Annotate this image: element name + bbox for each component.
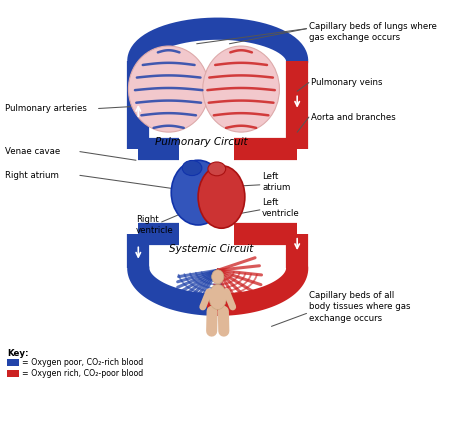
Ellipse shape [212, 270, 224, 284]
Text: Capillary beds of lungs where
gas exchange occurs: Capillary beds of lungs where gas exchan… [309, 22, 437, 42]
Ellipse shape [208, 162, 226, 176]
Text: Right atrium: Right atrium [5, 171, 59, 180]
Text: Systemic Circuit: Systemic Circuit [169, 244, 253, 254]
Text: Pulmonary veins: Pulmonary veins [311, 78, 383, 87]
Text: Right
ventricle: Right ventricle [136, 215, 173, 235]
Text: Key:: Key: [8, 349, 29, 358]
Text: Aorta and branches: Aorta and branches [311, 113, 396, 121]
Text: Left
ventricle: Left ventricle [262, 198, 300, 218]
Text: Left
atrium: Left atrium [262, 172, 291, 192]
FancyBboxPatch shape [8, 359, 19, 366]
Text: Pulmonary Circuit: Pulmonary Circuit [155, 137, 248, 147]
Ellipse shape [128, 46, 209, 132]
Ellipse shape [209, 284, 227, 309]
Ellipse shape [182, 160, 202, 176]
Text: Pulmonary arteries: Pulmonary arteries [5, 104, 87, 113]
Text: = Oxygen poor, CO₂-rich blood: = Oxygen poor, CO₂-rich blood [22, 357, 144, 367]
Text: Capillary beds of all
body tissues where gas
exchange occurs: Capillary beds of all body tissues where… [309, 291, 410, 323]
FancyBboxPatch shape [8, 371, 19, 377]
Ellipse shape [203, 46, 279, 132]
Ellipse shape [198, 166, 245, 228]
Ellipse shape [171, 160, 225, 225]
Text: = Oxygen rich, CO₂-poor blood: = Oxygen rich, CO₂-poor blood [22, 369, 144, 378]
Text: Venae cavae: Venae cavae [5, 147, 60, 156]
